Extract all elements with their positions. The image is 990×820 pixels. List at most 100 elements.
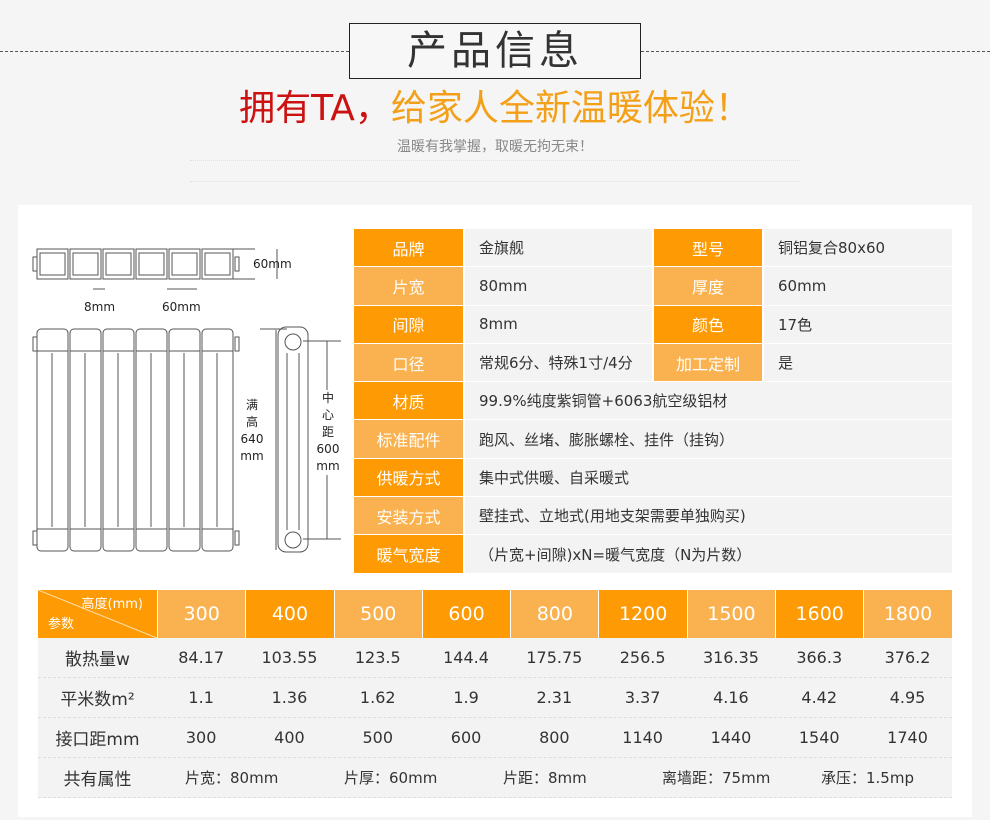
radiator-diagram: 60mm 8mm 60mm 满高 640 mm 中心距 600 mm — [25, 225, 355, 569]
section-front — [201, 328, 234, 552]
plug — [32, 256, 38, 272]
full-height-label: 满高 640 mm — [237, 397, 267, 465]
section-top — [168, 248, 201, 280]
cell-value: 316.35 — [702, 648, 759, 667]
divider-right — [641, 51, 990, 52]
cell-value: 1.1 — [188, 688, 214, 707]
common-attribute: 片厚：60mm — [344, 769, 438, 787]
label-char: 心 — [321, 408, 334, 422]
height-header: 1600 — [775, 590, 864, 638]
label-char: mm — [316, 459, 340, 473]
common-attribute: 承压：1.5mp — [821, 769, 914, 787]
spec-row: 材质 99.9%纯度紫铜管+6063航空级铝材 — [354, 382, 952, 421]
spec-label: 供暖方式 — [354, 458, 463, 497]
params-row: 平米数m² 1.1 1.36 1.62 1.9 2.31 3.37 4.16 4.42 4.95 — [38, 678, 952, 718]
height-header: 1800 — [863, 590, 952, 638]
spec-row: 标准配件 跑风、丝堵、膨胀螺栓、挂件（挂钩） — [354, 420, 952, 459]
common-attribute: 片距：8mm — [503, 769, 587, 787]
spec-value: 是 — [764, 343, 952, 382]
spec-value: 99.9%纯度紫铜管+6063航空级铝材 — [465, 382, 952, 420]
spec-label: 材质 — [354, 382, 463, 420]
cell-value: 600 — [450, 728, 482, 747]
height-header: 800 — [510, 590, 599, 638]
height-header: 400 — [245, 590, 334, 638]
cell-value: 256.5 — [619, 648, 666, 667]
spec-label: 暖气宽度 — [354, 535, 463, 573]
spec-table: 品牌 金旗舰 型号 铜铝复合80x60 片宽 80mm 厚度 60mm 间隙 8mm 颜色 17色 口径… — [354, 229, 952, 574]
section-top-inner — [171, 252, 198, 276]
cell-value: 1.36 — [271, 688, 308, 707]
spec-row: 安装方式 壁挂式、立地式(用地支架需要单独购买) — [354, 497, 952, 536]
spec-label: 颜色 — [654, 305, 762, 343]
cell-value: 3.37 — [624, 688, 661, 707]
spec-value: 跑风、丝堵、膨胀螺栓、挂件（挂钩） — [465, 420, 952, 458]
gap-label: 8mm — [84, 300, 116, 314]
radiator-drawing — [32, 248, 341, 553]
section-front — [36, 328, 69, 552]
spec-value: 常规6分、特殊1寸/4分 — [465, 343, 652, 382]
cell-value: 1140 — [622, 728, 663, 747]
cell-value: 500 — [362, 728, 394, 747]
section-top — [69, 248, 102, 280]
spec-value: （片宽+间隙)xN=暖气宽度（N为片数） — [465, 535, 952, 573]
slogan-orange: 给家人全新温暖体验！ — [390, 88, 751, 129]
spec-label: 口径 — [354, 343, 463, 382]
section-top-inner — [72, 252, 99, 276]
section-top-inner — [138, 252, 165, 276]
spec-label: 厚度 — [654, 267, 762, 305]
plug — [32, 530, 38, 546]
cell-value: 1740 — [887, 728, 928, 747]
spec-value: 铜铝复合80x60 — [764, 229, 952, 267]
cell-value: 84.17 — [178, 648, 225, 667]
spec-row: 品牌 金旗舰 型号 铜铝复合80x60 — [354, 229, 952, 268]
corner-cell: 高度(mm) 参数 — [38, 590, 157, 638]
row-label: 接口距mm — [55, 730, 140, 750]
section-front — [168, 328, 201, 552]
slogan: 拥有TA，给家人全新温暖体验！ — [0, 86, 990, 132]
section-top — [102, 248, 135, 280]
section-front — [102, 328, 135, 552]
spec-value: 集中式供暖、自采暖式 — [465, 458, 952, 497]
height-header: 1500 — [686, 590, 776, 638]
cell-value: 366.3 — [796, 648, 843, 667]
cell-value: 123.5 — [354, 648, 401, 667]
row-label: 平米数m² — [60, 690, 135, 710]
spec-label: 型号 — [654, 229, 762, 267]
cell-value: 400 — [274, 728, 305, 747]
spec-label: 品牌 — [354, 229, 463, 267]
spec-value: 80mm — [465, 267, 652, 305]
cell-value: 2.31 — [536, 688, 573, 707]
spec-value: 壁挂式、立地式(用地支架需要单独购买) — [465, 497, 952, 535]
subtitle: 温暖有我掌握，取暖无拘无束！ — [397, 139, 593, 155]
spec-value: 8mm — [465, 305, 652, 343]
cell-value: 175.75 — [526, 648, 583, 667]
cell-value: 800 — [539, 728, 570, 747]
corner-bottom: 参数 — [48, 617, 75, 632]
cell-value: 1.9 — [453, 688, 479, 707]
plug — [234, 256, 240, 272]
spec-value: 金旗舰 — [465, 229, 652, 267]
cell-value: 4.42 — [801, 688, 838, 707]
fine-print-decoration — [190, 160, 800, 182]
section-title: 产品信息 — [349, 23, 641, 79]
spec-label: 安装方式 — [354, 497, 463, 535]
section-top — [135, 248, 168, 280]
cell-value: 300 — [185, 728, 217, 747]
spec-label: 标准配件 — [354, 420, 463, 458]
spec-row: 片宽 80mm 厚度 60mm — [354, 267, 952, 306]
label-char: 中 — [321, 391, 334, 405]
plug — [234, 336, 240, 352]
section-front — [135, 328, 168, 552]
cell-value: 376.2 — [884, 648, 931, 667]
spec-row: 供暖方式 集中式供暖、自采暖式 — [354, 458, 952, 498]
spec-value: 60mm — [764, 267, 952, 305]
height-header: 1200 — [598, 590, 687, 638]
section-top-inner — [105, 252, 132, 276]
row-label: 共有属性 — [63, 770, 132, 790]
params-header-row: 高度(mm) 参数 300 400 500 600 800 1200 1500 1600 180… — [38, 590, 952, 638]
label-char: 600 — [316, 442, 340, 456]
spec-row: 间隙 8mm 颜色 17色 — [354, 305, 952, 344]
cell-value: 1.62 — [359, 688, 396, 707]
spec-row: 暖气宽度 （片宽+间隙)xN=暖气宽度（N为片数） — [354, 535, 952, 574]
label-char: 满 — [245, 398, 258, 412]
